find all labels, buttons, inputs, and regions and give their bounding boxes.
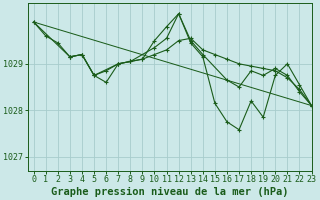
X-axis label: Graphe pression niveau de la mer (hPa): Graphe pression niveau de la mer (hPa) [51, 186, 288, 197]
